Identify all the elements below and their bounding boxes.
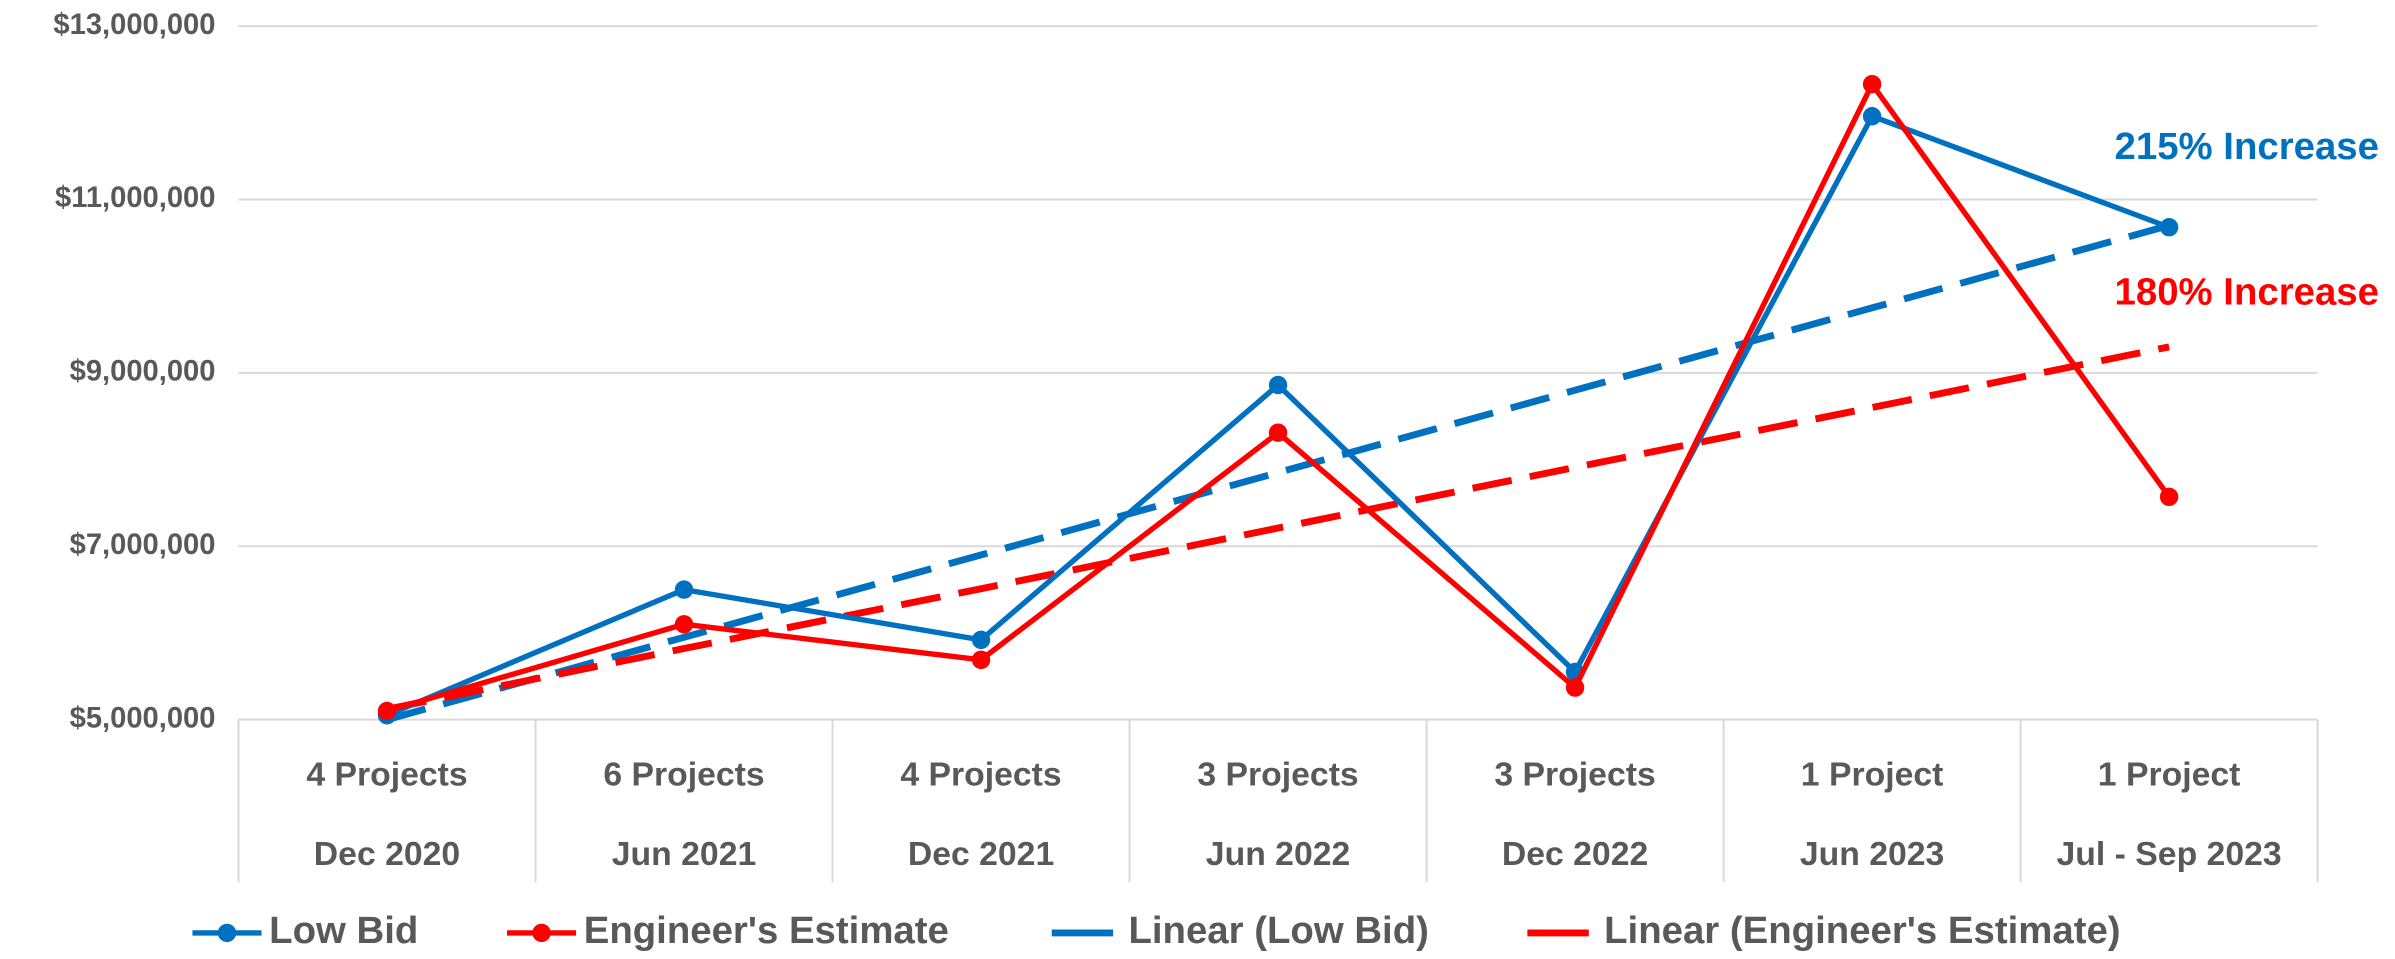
x-tick-label: 6 Projects — [603, 755, 764, 793]
series-line — [386, 78, 2172, 714]
legend-marker — [532, 923, 551, 943]
annotation: 180% Increase — [2115, 271, 2379, 314]
point — [971, 650, 991, 670]
x-tick-label: Jun 2023 — [1800, 835, 1944, 873]
x-tick-label: 1 Project — [2098, 755, 2241, 793]
legend-label: Low Bid — [269, 909, 418, 952]
legend-label: Engineer's Estimate — [584, 909, 949, 952]
trend-line — [386, 222, 2171, 723]
legend-marker — [217, 923, 237, 943]
x-tick-label: Dec 2021 — [908, 835, 1054, 873]
point — [1268, 375, 1288, 395]
point — [2159, 218, 2179, 237]
x-tick-label: Jul - Sep 2023 — [2057, 835, 2282, 873]
x-tick-label: 1 Project — [1801, 755, 1944, 793]
y-tick-label: $13,000,000 — [53, 9, 215, 41]
point — [971, 630, 991, 650]
point — [674, 615, 694, 634]
point — [1268, 423, 1288, 442]
x-tick-label: Dec 2022 — [1502, 835, 1648, 873]
legend-label: Linear (Low Bid) — [1128, 909, 1428, 952]
point — [1862, 107, 1882, 126]
y-tick-label: $11,000,000 — [55, 182, 215, 214]
point — [674, 580, 694, 599]
point — [377, 701, 397, 721]
x-tick-label: Jun 2022 — [1206, 835, 1350, 873]
point — [2159, 487, 2179, 507]
y-tick-label: $5,000,000 — [70, 702, 216, 734]
x-tick-label: Jun 2021 — [612, 835, 756, 873]
x-tick-label: 3 Projects — [1197, 755, 1358, 793]
x-tick-label: 4 Projects — [900, 755, 1061, 793]
x-tick-label: Dec 2020 — [314, 835, 460, 873]
point — [1862, 74, 1882, 94]
trend-line — [386, 343, 2170, 713]
point — [1565, 678, 1585, 697]
series-line — [385, 112, 2171, 718]
annotation: 215% Increase — [2115, 125, 2379, 168]
y-tick-label: $7,000,000 — [70, 529, 216, 561]
x-tick-label: 3 Projects — [1494, 755, 1655, 793]
x-tick-label: 4 Projects — [306, 755, 467, 793]
y-tick-label: $9,000,000 — [70, 356, 216, 388]
legend-label: Linear (Engineer's Estimate) — [1604, 909, 2120, 952]
